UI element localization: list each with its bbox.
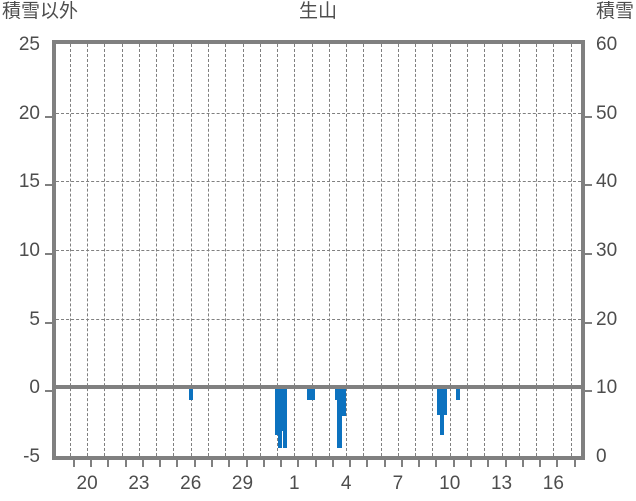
bar [437,387,442,415]
left-axis-tick-label: 5 [29,308,40,330]
right-axis-title: 積雪 [595,1,634,22]
x-axis-tick [539,460,542,467]
horizontal-gridline [56,181,581,183]
right-axis-tick [585,184,592,187]
x-axis-tick [297,460,300,467]
x-axis-tick [245,460,248,467]
plot-inner [56,44,581,456]
right-axis-tick-label: 10 [596,377,618,399]
x-axis-tick-label: 7 [392,473,404,494]
right-axis-tick-label: 0 [596,446,607,467]
x-axis-tick [228,460,231,467]
right-axis-tick [585,115,592,118]
x-axis-tick [435,460,438,467]
bar [282,387,287,448]
left-axis-title: 積雪以外 [2,1,79,22]
left-axis-tick-label: 20 [18,102,40,124]
bar [337,387,342,448]
right-axis-tick-label: 30 [596,240,618,261]
x-axis-tick [262,460,265,467]
left-axis-tick [45,253,52,255]
left-axis-tick [45,390,52,393]
x-axis-tick [573,460,576,467]
x-axis-tick [400,460,403,467]
x-axis-tick-label: 23 [128,473,150,494]
x-axis-tick [349,460,352,467]
bar [342,387,347,417]
zero-baseline [56,385,581,390]
left-axis-tick-label: 25 [18,34,40,55]
right-axis-tick-label: 20 [596,308,618,330]
x-axis-tick-label: 10 [439,473,461,494]
left-axis-tick-label: 0 [29,377,40,399]
x-axis-tick [418,460,421,467]
x-axis-tick [452,460,455,467]
horizontal-gridline [56,318,581,320]
horizontal-gridline [56,112,581,114]
left-axis-tick [45,321,52,324]
right-axis-tick [585,253,592,255]
page-title: 生山 [298,1,337,22]
bar [188,387,193,400]
x-axis-tick [193,460,196,467]
x-axis-tick-label: 16 [542,473,564,494]
x-axis-tick [487,460,490,467]
x-axis-tick-label: 29 [231,473,254,494]
right-axis-tick-label: 60 [596,34,618,55]
bar [439,387,445,436]
x-axis-tick [210,460,213,467]
x-axis-tick-label: 13 [490,473,513,494]
bar [456,387,461,400]
right-axis-tick-label: 40 [596,171,618,193]
x-axis-tick [159,460,162,467]
x-axis-tick [383,460,386,467]
x-axis-tick-label: 4 [340,473,352,494]
bar [442,387,447,415]
x-axis-tick-label: 20 [76,473,98,494]
right-axis-tick [585,390,592,393]
x-axis-tick [366,460,369,467]
left-axis-tick-label: 15 [18,171,40,193]
bar [280,387,285,432]
x-axis-tick [90,460,93,467]
x-axis-tick [124,460,127,467]
left-axis-tick [45,115,52,118]
bar [311,387,316,400]
x-axis-tick [72,460,75,467]
horizontal-gridline [56,250,581,251]
x-axis-tick [107,460,110,467]
x-axis-tick [141,460,144,467]
x-axis-tick [504,460,507,467]
bar [274,387,280,436]
x-axis-tick [280,460,283,467]
plot-area [45,40,592,467]
right-axis-tick-label: 50 [596,102,618,124]
x-axis-tick [521,460,524,467]
x-axis-tick [314,460,317,467]
x-axis-tick [470,460,473,467]
right-axis-tick [585,321,592,324]
bar [306,387,312,400]
x-axis-tick [556,460,559,467]
left-axis-tick-label: -5 [23,446,40,467]
x-axis-tick-label: 26 [180,473,202,494]
left-axis-tick [45,184,52,187]
x-axis-tick [176,460,179,467]
left-axis-tick-label: 10 [18,240,40,261]
x-axis-tick-label: 1 [289,473,300,494]
bar [277,387,282,448]
x-axis-tick [331,460,334,467]
